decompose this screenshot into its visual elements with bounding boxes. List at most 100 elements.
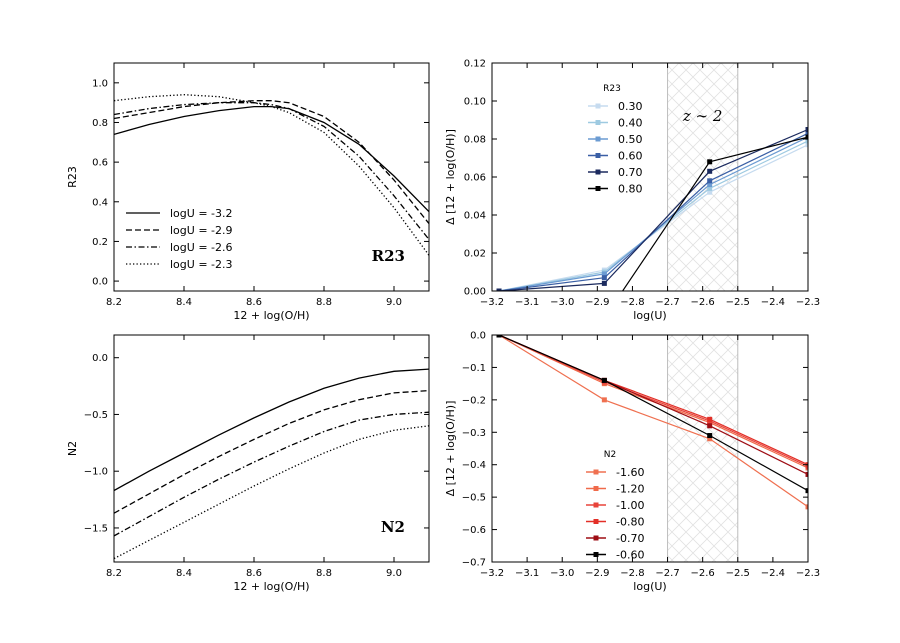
x-tick-label: −2.8 <box>620 568 644 579</box>
series-point-4-0 <box>496 288 502 291</box>
legend-label-5: 0.80 <box>618 183 643 196</box>
y-tick-label: 0.2 <box>92 237 108 248</box>
legend-title: N2 <box>604 450 616 460</box>
legend-marker-2 <box>595 136 601 142</box>
y-tick-label: 0.00 <box>464 287 486 298</box>
y-tick-label: −0.4 <box>462 460 486 471</box>
y-axis-label: Δ [12 + log(O/H)] <box>444 129 457 225</box>
x-axis-label: 12 + log(O/H) <box>233 309 309 322</box>
y-tick-label: 0.08 <box>464 135 486 146</box>
x-tick-label: −2.8 <box>620 297 644 308</box>
y-tick-label: −0.7 <box>462 558 486 569</box>
series-line-5 <box>498 335 808 492</box>
y-tick-label: −0.5 <box>84 410 108 421</box>
y-tick-label: −0.1 <box>462 363 486 374</box>
x-tick-label: −2.9 <box>585 568 609 579</box>
x-tick-label: −3.2 <box>480 568 504 579</box>
legend-label-2: 0.50 <box>618 133 643 146</box>
series-point-3-2 <box>707 416 713 422</box>
x-tick-label: −3.0 <box>550 297 574 308</box>
series-line-3 <box>498 132 808 291</box>
series-point-3-2 <box>707 178 713 184</box>
axes-frame <box>491 62 809 292</box>
series-group <box>114 368 429 560</box>
y-tick-label: 0.10 <box>464 97 486 108</box>
x-tick-label: −2.6 <box>691 297 715 308</box>
series-group <box>114 94 429 256</box>
legend-marker-5 <box>595 186 601 191</box>
y-tick-label: 0.6 <box>92 158 108 169</box>
panel-r23_delta: −3.2 −3.1 −3.0 −2.9 −2.8 −2.7 −2.6 −2.5 −2.4 −2.3… <box>444 59 820 323</box>
legend-marker-1 <box>595 120 601 125</box>
legend-marker-4 <box>595 169 601 175</box>
legend-marker-0 <box>595 103 601 109</box>
legend-label-2: logU = -2.6 <box>170 241 233 254</box>
series-line-0 <box>498 335 808 508</box>
legend-label-4: 0.70 <box>618 166 643 179</box>
series-line-4 <box>498 128 808 291</box>
series-point-3-3 <box>805 130 808 136</box>
x-tick-label: 9.0 <box>386 568 402 579</box>
x-tick-label: −3.1 <box>515 568 539 579</box>
series-line-2 <box>498 136 808 291</box>
legend-label-0: -1.60 <box>616 466 644 479</box>
series-line-3 <box>114 425 429 560</box>
panel-label: N2 <box>381 518 405 536</box>
legend-marker-1 <box>593 486 599 491</box>
series-point-2-2 <box>707 182 713 188</box>
y-tick-label: −0.5 <box>462 493 486 504</box>
legend-title: R23 <box>603 84 621 94</box>
series-line-2 <box>498 335 808 467</box>
legend-marker-4 <box>593 535 599 541</box>
x-tick-label: −2.5 <box>726 297 750 308</box>
y-axis-label: N2 <box>66 441 79 456</box>
x-tick-label: 8.8 <box>316 568 332 579</box>
panel-n2_delta: −3.2 −3.1 −3.0 −2.9 −2.8 −2.7 −2.6 −2.5 −2.4 −2.3… <box>444 331 820 594</box>
series-point-1-3 <box>805 138 808 144</box>
y-tick-label: 0.06 <box>464 173 486 184</box>
series-point-3-1 <box>601 275 607 281</box>
series-line-2 <box>114 102 429 240</box>
panel-r23_curves: 8.2 8.4 8.6 8.8 9.0 0.0 0.2 0.4 0.6 0.8 1.0 12 + lo… <box>66 62 430 322</box>
series-line-2 <box>114 411 429 537</box>
y-tick-label: 0.0 <box>92 353 108 364</box>
y-tick-label: −0.3 <box>462 428 486 439</box>
legend-marker-0 <box>593 469 599 475</box>
shaded-band <box>667 335 738 562</box>
x-tick-label: 8.8 <box>316 297 332 308</box>
y-tick-label: −0.6 <box>462 525 486 536</box>
x-axis-label: log(U) <box>633 309 666 322</box>
series-point-2-1 <box>601 271 607 277</box>
legend-label-0: logU = -3.2 <box>170 207 233 220</box>
x-tick-label: −2.6 <box>691 568 715 579</box>
x-tick-label: 8.2 <box>106 568 122 579</box>
y-tick-label: 1.0 <box>92 78 108 89</box>
series-point-4-1 <box>601 280 607 286</box>
y-axis-label: Δ [12 + log(O/H)] <box>444 401 457 497</box>
y-tick-label: 0.4 <box>92 197 108 208</box>
x-tick-label: −3.0 <box>550 568 574 579</box>
series-point-0-1 <box>601 397 607 403</box>
series-point-0-3 <box>805 142 808 148</box>
x-tick-label: 8.4 <box>176 568 192 579</box>
series-point-0-2 <box>707 189 713 195</box>
series-group <box>496 127 808 291</box>
legend-marker-3 <box>593 519 599 524</box>
series-line-0 <box>114 368 429 492</box>
series-point-5-3 <box>805 134 808 140</box>
x-axis-label: 12 + log(O/H) <box>233 580 309 593</box>
x-tick-label: 8.4 <box>176 297 192 308</box>
legend-label-3: logU = -2.3 <box>170 258 233 271</box>
legend-label-3: -0.80 <box>616 516 644 529</box>
y-tick-label: 0.12 <box>464 59 486 70</box>
y-tick-label: 0.02 <box>464 249 486 260</box>
series-line-0 <box>498 144 808 291</box>
axes-frame <box>491 334 809 563</box>
series-point-4-2 <box>707 168 713 174</box>
y-tick-label: 0.04 <box>464 211 486 222</box>
series-line-5 <box>621 136 808 291</box>
x-tick-label: −2.9 <box>585 297 609 308</box>
legend-label-1: -1.20 <box>616 483 644 496</box>
legend-label-4: -0.70 <box>616 532 644 545</box>
